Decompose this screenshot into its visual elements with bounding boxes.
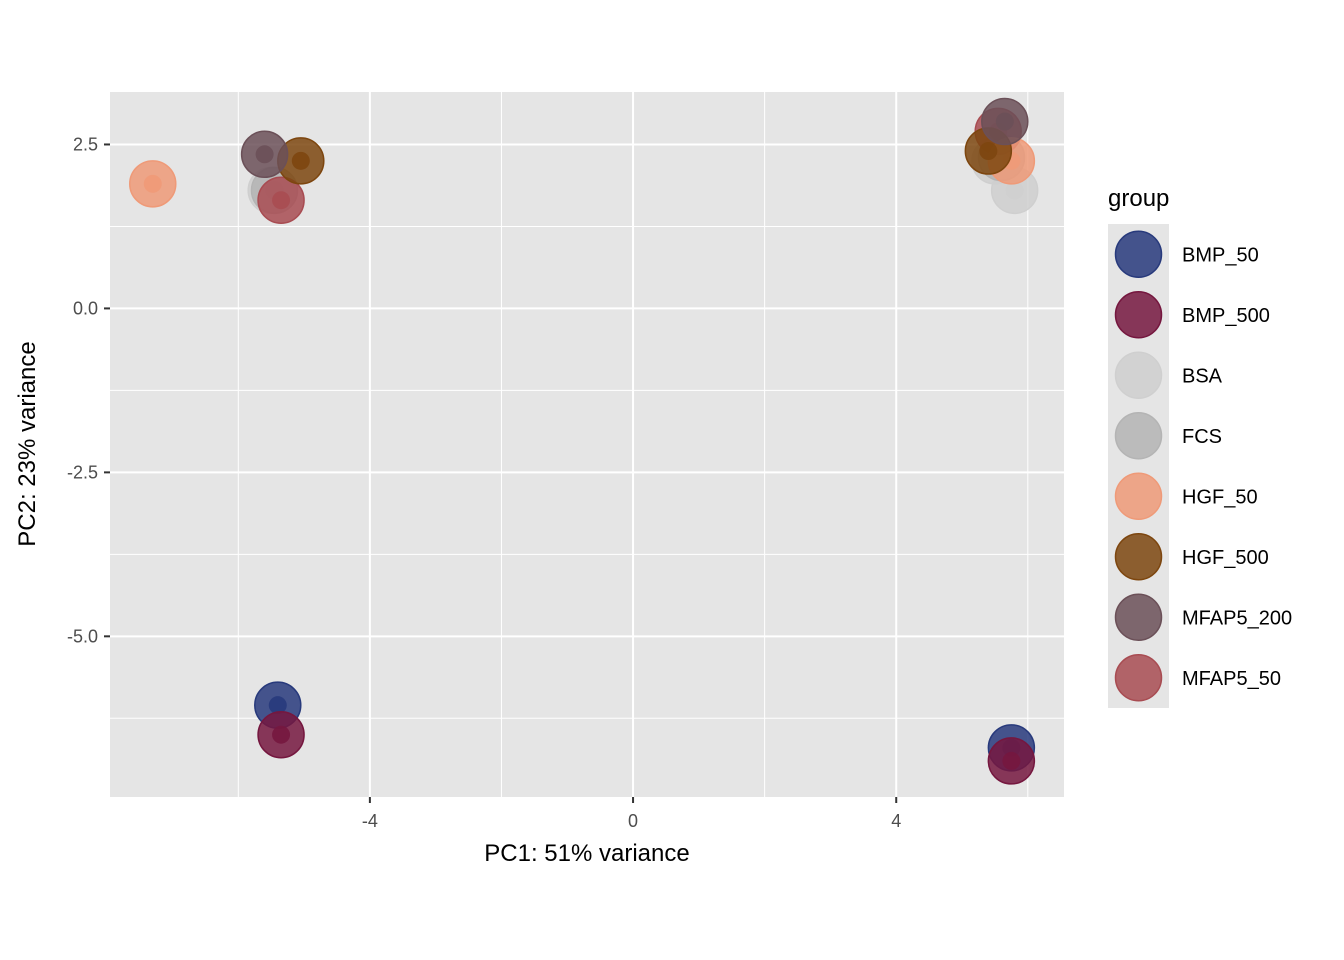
legend-key-symbol [1114, 654, 1163, 702]
major-gridlines [110, 92, 1064, 797]
legend-label: HGF_50 [1182, 486, 1258, 508]
legend-key-symbol [1114, 351, 1163, 399]
data-point-core [995, 112, 1014, 131]
y-axis: 2.5 0.0 -2.5 -5.0 [67, 134, 110, 646]
data-point-core [255, 145, 274, 164]
legend-key-symbol [1114, 472, 1163, 520]
y-axis-title: PC2: 23% variance [14, 341, 41, 546]
legend-key-symbol [1114, 412, 1163, 460]
x-tick-label: 4 [891, 811, 901, 831]
x-tick-label: -4 [362, 811, 378, 831]
legend-key-symbol [1114, 593, 1163, 641]
y-tick-label: -5.0 [67, 626, 98, 646]
legend-label: MFAP5_200 [1182, 607, 1292, 629]
y-tick-label: 0.0 [73, 298, 98, 318]
data-point-core [268, 696, 287, 715]
data-point-core [979, 142, 998, 161]
data-point-core [143, 174, 162, 193]
legend-key-symbol [1114, 230, 1163, 278]
data-point-core [1002, 751, 1021, 770]
legend-label: BSA [1182, 365, 1223, 387]
legend-label: MFAP5_50 [1182, 668, 1281, 690]
data-point-core [1005, 181, 1024, 200]
legend-key-symbol [1114, 533, 1163, 581]
legend-label: BMP_50 [1182, 244, 1259, 266]
y-tick-label: 2.5 [73, 134, 98, 154]
x-tick-label: 0 [628, 811, 638, 831]
legend-title: group [1108, 185, 1169, 212]
data-point-core [272, 725, 291, 744]
legend-label: FCS [1182, 426, 1222, 448]
data-points [129, 97, 1039, 785]
legend: group BMP_50 BMP_500 BSA FCS HGF_50 HGF_500 MF… [1108, 185, 1292, 708]
legend-key-symbol [1114, 291, 1163, 339]
data-point-core [291, 151, 310, 170]
legend-label: HGF_500 [1182, 547, 1269, 569]
data-point-core [272, 191, 291, 210]
x-axis-title: PC1: 51% variance [484, 840, 689, 867]
y-tick-label: -2.5 [67, 462, 98, 482]
x-axis: -4 0 4 [362, 797, 901, 831]
legend-label: BMP_500 [1182, 305, 1270, 327]
legend-keys: BMP_50 BMP_500 BSA FCS HGF_50 HGF_500 MFAP5_20… [1108, 224, 1292, 708]
